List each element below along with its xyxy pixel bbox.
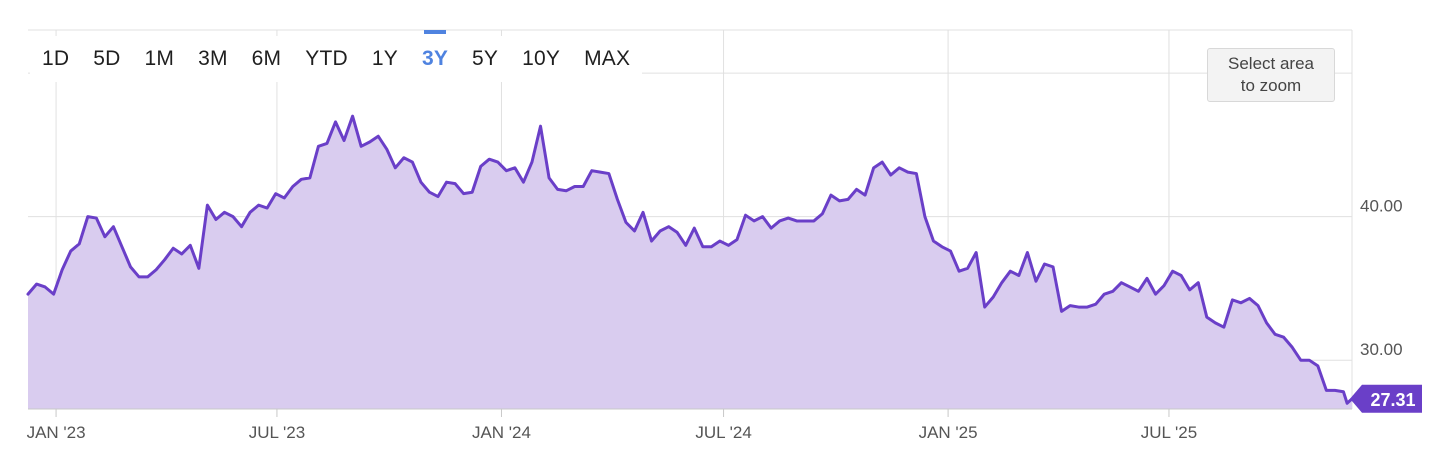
range-option-10y[interactable]: 10Y [522,47,561,70]
price-area-fill [28,116,1352,409]
range-option-3y[interactable]: 3Y [410,30,460,82]
range-option-5y[interactable]: 5Y [472,47,499,70]
x-tick-label-2: JAN '24 [472,423,531,442]
range-option-1m[interactable]: 1M [144,47,175,70]
x-tick-label-3: JUL '24 [695,423,751,442]
zoom-hint-line1: Select area [1228,54,1314,73]
range-option-3m[interactable]: 3M [198,47,228,70]
last-price-label: 27.31 [1370,390,1415,410]
x-tick-label-1: JUL '23 [249,423,305,442]
x-tick-label-0: JAN '23 [27,423,86,442]
range-option-1y[interactable]: 1Y [371,47,398,70]
range-option-6m[interactable]: 6M [251,47,282,70]
x-tick-label-4: JAN '25 [919,423,978,442]
range-selector: 1D 5D 1M 3M 6M YTD 1Y 3Y 5Y 10Y MAX [30,30,643,82]
zoom-hint: Select area to zoom [1207,48,1335,102]
price-line[interactable] [26,114,1354,405]
y-tick-label-0: 40.00 [1360,197,1403,216]
range-option-ytd[interactable]: YTD [305,47,348,70]
x-tick-label-5: JUL '25 [1141,423,1197,442]
range-option-1d[interactable]: 1D [42,47,70,70]
zoom-hint-line2: to zoom [1240,76,1302,95]
range-option-max[interactable]: MAX [584,47,631,70]
last-price-tag [1350,384,1422,413]
y-tick-label-1: 30.00 [1360,340,1403,359]
range-option-5d[interactable]: 5D [93,47,121,70]
